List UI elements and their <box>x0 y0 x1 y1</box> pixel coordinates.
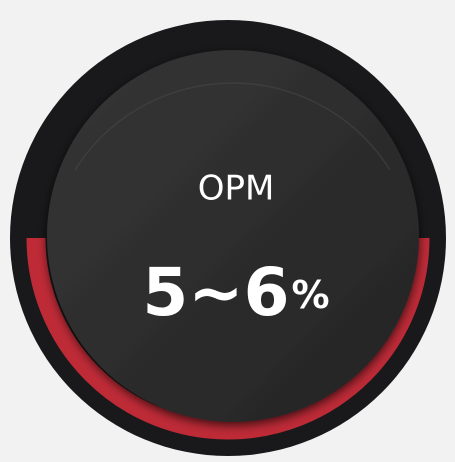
highlight <box>74 82 391 171</box>
value-text: 5~6 <box>142 254 289 331</box>
inner-disk <box>47 50 419 422</box>
metric-value: 5~6% <box>142 254 329 331</box>
progress-arc <box>26 237 430 440</box>
metric-label: OPM <box>198 169 275 209</box>
value-unit: % <box>292 273 330 317</box>
